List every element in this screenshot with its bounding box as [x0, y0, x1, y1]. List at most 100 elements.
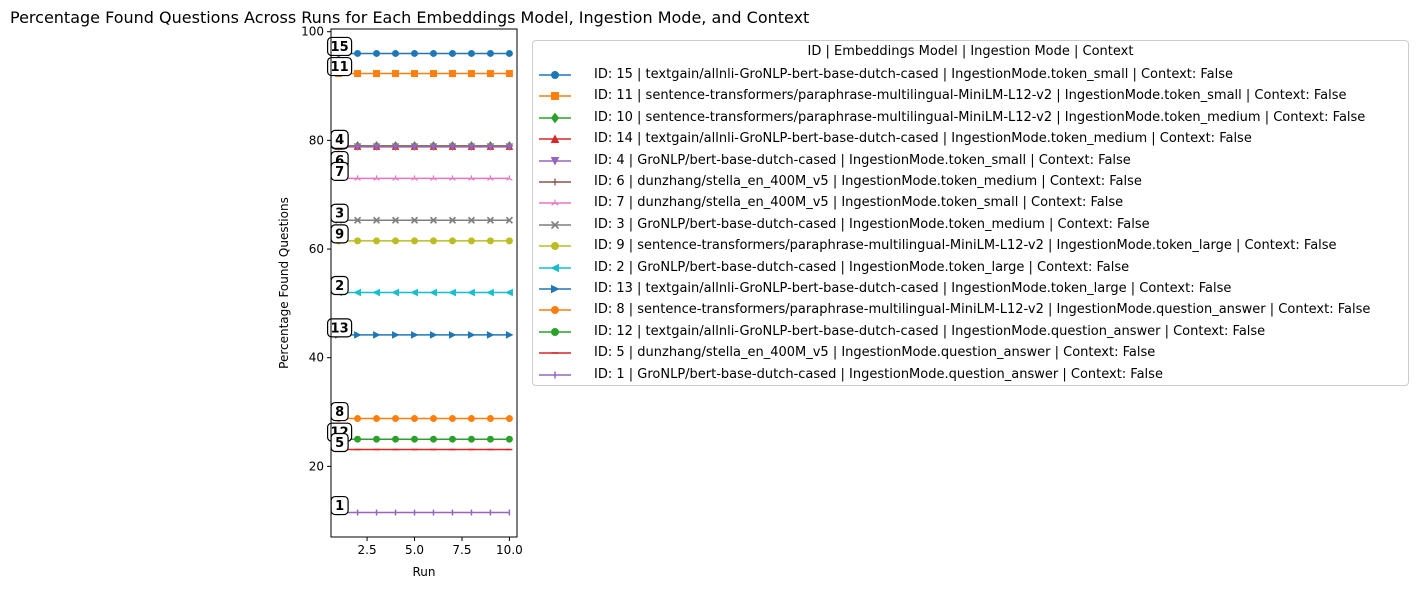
data-point-3-7: [467, 216, 476, 224]
data-point-12-7: [467, 435, 475, 443]
data-point-9-2: [373, 237, 381, 245]
legend-swatch: [539, 199, 571, 207]
data-point-8-6: [448, 415, 456, 423]
plot-markers: [334, 49, 514, 516]
data-point-13-2: [373, 331, 381, 339]
y-tick-label-3: 80: [309, 133, 324, 147]
data-point-11-5: [429, 70, 437, 78]
data-point-12-3: [392, 435, 400, 443]
legend-label: ID: 4 | GroNLP/bert-base-dutch-cased | I…: [594, 152, 1131, 168]
data-point-2-5: [429, 288, 437, 297]
data-point-9-4: [411, 237, 419, 245]
annotation-8: 2: [330, 275, 349, 296]
data-point-9-8: [486, 237, 494, 245]
data-point-8-1: [354, 415, 362, 423]
y-tick-label-0: 20: [309, 459, 324, 473]
data-point-4-8: [486, 143, 495, 152]
y-axis-label: Percentage Found Questions: [277, 197, 291, 369]
legend-label: ID: 6 | dunzhang/stella_en_400M_v5 | Ing…: [594, 174, 1142, 189]
legend-label: ID: 2 | GroNLP/bert-base-dutch-cased | I…: [594, 259, 1130, 275]
annotation-label-5: 7: [335, 165, 344, 180]
annotation-box-1: [326, 56, 353, 77]
legend-label: ID: 13 | textgain/allnli-GroNLP-bert-bas…: [594, 281, 1232, 296]
annotation-0: 15: [326, 36, 353, 57]
annotation-label-1: 11: [331, 60, 349, 75]
data-point-4-5: [429, 143, 438, 152]
annotation-1: 11: [326, 56, 353, 77]
data-point-11-2: [373, 70, 381, 78]
data-point-15-3: [392, 49, 400, 57]
annotation-3: 4: [330, 129, 349, 149]
legend-swatch: [539, 242, 571, 251]
legend-label: ID: 5 | dunzhang/stella_en_400M_v5 | Ing…: [594, 345, 1156, 361]
data-point-12-4: [411, 435, 419, 443]
legend-swatch: [539, 263, 571, 272]
data-point-4-4: [410, 143, 419, 152]
data-point-2-6: [448, 288, 456, 297]
data-point-2-3: [391, 288, 400, 297]
data-point-9-1: [354, 237, 362, 245]
data-point-2-8: [486, 288, 494, 297]
data-point-13-1: [354, 331, 362, 339]
annotation-7: 9: [330, 224, 349, 244]
data-point-7-5: [430, 175, 437, 181]
data-point-8-2: [373, 415, 381, 423]
data-point-13-8: [486, 331, 495, 339]
data-point-7-3: [392, 175, 399, 181]
legend-swatch: [539, 92, 571, 101]
data-point-4-7: [467, 143, 476, 152]
legend: ID | Embeddings Model | Ingestion Mode |…: [532, 40, 1409, 386]
data-point-8-4: [411, 415, 419, 423]
data-point-3-6: [448, 216, 457, 224]
data-point-15-5: [429, 49, 437, 57]
legend-label: ID: 10 | sentence-transformers/paraphras…: [594, 109, 1366, 125]
data-point-15-4: [411, 49, 419, 57]
legend-swatch: [539, 284, 571, 294]
data-point-11-9: [505, 70, 513, 78]
legend-swatch: [539, 352, 571, 354]
chart-title: Percentage Found Questions Across Runs f…: [10, 8, 810, 27]
x-tick-label-0: 2.5: [358, 543, 377, 557]
data-point-15-9: [505, 49, 513, 57]
data-point-15-1: [354, 49, 362, 57]
data-point-4-9: [505, 143, 514, 152]
legend-swatch: [539, 178, 571, 186]
annotation-label-3: 4: [335, 133, 344, 148]
data-point-3-2: [372, 216, 381, 224]
data-point-3-5: [429, 216, 438, 224]
data-point-2-4: [410, 288, 419, 297]
data-point-13-9: [505, 331, 514, 339]
data-point-2-7: [467, 288, 475, 297]
data-point-12-5: [429, 435, 437, 443]
data-point-7-6: [449, 175, 456, 181]
data-point-9-7: [467, 237, 475, 245]
data-point-15-2: [373, 49, 381, 57]
plot-lines: [338, 52, 510, 514]
data-point-13-6: [448, 331, 457, 339]
legend-label: ID: 1 | GroNLP/bert-base-dutch-cased | I…: [594, 366, 1163, 382]
data-point-11-1: [354, 70, 362, 78]
data-point-11-3: [392, 70, 400, 78]
data-point-12-8: [486, 435, 494, 443]
data-point-11-4: [411, 70, 419, 78]
data-point-15-6: [448, 49, 456, 57]
annotation-10: 8: [330, 401, 349, 422]
data-point-7-4: [411, 175, 418, 181]
data-point-3-1: [354, 216, 362, 224]
legend-label: ID: 11 | sentence-transformers/paraphras…: [594, 88, 1347, 104]
data-point-7-9: [506, 175, 513, 181]
data-point-13-5: [429, 331, 438, 339]
data-point-2-2: [372, 288, 381, 297]
data-point-11-7: [467, 70, 475, 78]
annotation-6: 3: [330, 203, 349, 223]
legend-title: ID | Embeddings Model | Ingestion Mode |…: [807, 44, 1134, 59]
y-tick-label-4: 100: [301, 25, 324, 39]
data-point-8-9: [505, 415, 513, 423]
data-point-4-1: [353, 143, 362, 152]
legend-swatch: [539, 220, 571, 229]
annotation-label-7: 9: [335, 227, 344, 242]
data-point-3-8: [486, 216, 494, 224]
data-point-11-8: [486, 70, 494, 78]
annotation-label-12: 5: [335, 436, 344, 451]
